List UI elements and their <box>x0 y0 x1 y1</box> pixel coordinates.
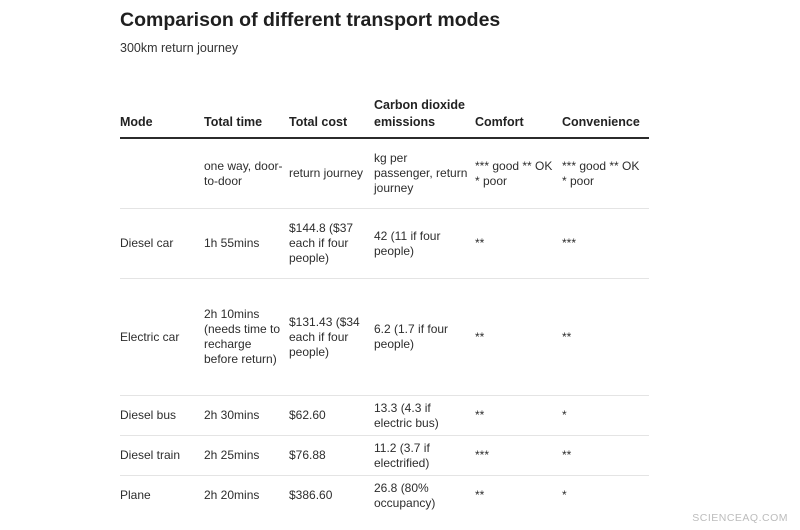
table-row-units: one way, door-to-door return journey kg … <box>120 138 649 209</box>
table-cell: $76.88 <box>289 435 374 476</box>
table-row-diesel-train: Diesel train 2h 25mins $76.88 11.2 (3.7 … <box>120 435 649 476</box>
table-cell: ** <box>475 278 562 396</box>
table-cell: 1h 55mins <box>204 208 289 279</box>
column-header-total-time: Total time <box>204 80 289 139</box>
table-cell: 2h 30mins <box>204 395 289 436</box>
table-cell: $62.60 <box>289 395 374 436</box>
table-cell: Diesel train <box>120 435 204 476</box>
column-header-carbon-emissions: Carbon dioxide emissions <box>374 80 475 139</box>
table-cell: 26.8 (80% occupancy) <box>374 480 436 510</box>
table-cell: Plane <box>120 488 151 502</box>
table-cell: * <box>562 395 649 436</box>
table-cell: $131.43 ($34 each if four people) <box>289 278 374 396</box>
table-cell: kg per passenger, return journey <box>374 138 475 209</box>
table-cell: ** <box>475 488 485 502</box>
table-cell: 2h 25mins <box>204 435 289 476</box>
table-cell: $386.60 <box>289 488 333 502</box>
table-cell: Diesel car <box>120 208 204 279</box>
table-cell: Electric car <box>120 278 204 396</box>
table-cell <box>120 138 204 209</box>
table-cell: 2h 10mins (needs time to recharge before… <box>204 278 289 396</box>
table-row-diesel-bus: Diesel bus 2h 30mins $62.60 13.3 (4.3 if… <box>120 395 649 436</box>
table-cell: *** <box>475 435 562 476</box>
table-cell: $144.8 ($37 each if four people) <box>289 208 374 279</box>
watermark: SCIENCEAQ.COM <box>692 512 788 524</box>
table-cell: 11.2 (3.7 if electrified) <box>374 435 475 476</box>
table-cell: 13.3 (4.3 if electric bus) <box>374 395 475 436</box>
table-cell: 6.2 (1.7 if four people) <box>374 278 475 396</box>
table-header-row: Mode Total time Total cost Carbon dioxid… <box>120 80 649 139</box>
table-cell: 42 (11 if four people) <box>374 208 475 279</box>
table-cell: ** <box>475 208 562 279</box>
table-cell: return journey <box>289 138 374 209</box>
table-row-plane: Plane 2h 20mins $386.60 26.8 (80% occupa… <box>120 476 649 516</box>
table-cell: one way, door-to-door <box>204 138 289 209</box>
table-cell: ** <box>475 395 562 436</box>
column-header-total-cost: Total cost <box>289 80 374 139</box>
table-cell: ** <box>562 278 649 396</box>
table-row-electric-car: Electric car 2h 10mins (needs time to re… <box>120 278 649 396</box>
transport-comparison-table: Mode Total time Total cost Carbon dioxid… <box>120 80 649 515</box>
column-header-mode: Mode <box>120 80 204 139</box>
chart-subtitle: 300km return journey <box>120 41 239 55</box>
table-cell: *** good ** OK * poor <box>562 138 649 209</box>
table-cell: *** good ** OK * poor <box>475 138 562 209</box>
table-cell: 2h 20mins <box>204 488 260 502</box>
table-cell: *** <box>562 208 649 279</box>
table-cell: ** <box>562 435 649 476</box>
table-cell: * <box>562 488 567 502</box>
chart-title: Comparison of different transport modes <box>120 9 501 31</box>
table-cell: Diesel bus <box>120 395 204 436</box>
table-row-diesel-car: Diesel car 1h 55mins $144.8 ($37 each if… <box>120 208 649 279</box>
column-header-comfort: Comfort <box>475 80 562 139</box>
column-header-convenience: Convenience <box>562 80 649 139</box>
